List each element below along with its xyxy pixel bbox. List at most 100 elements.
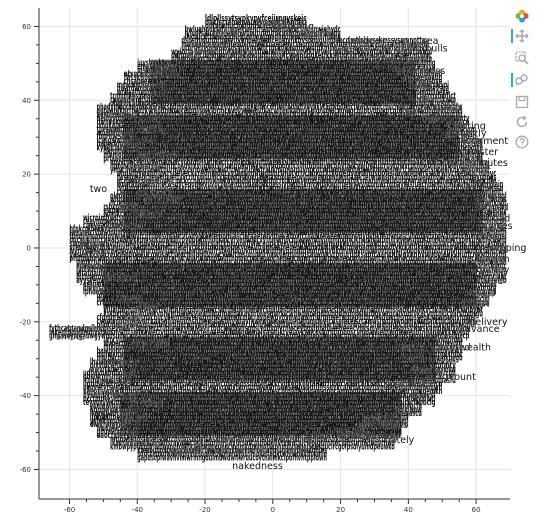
word-point-label: ocar xyxy=(310,431,331,442)
word-point-label: goats xyxy=(476,191,502,202)
word-point-label: boar xyxy=(402,354,424,365)
word-point-label: nakedness xyxy=(232,461,283,472)
word-point-label: inning xyxy=(422,114,451,125)
word-point-label: garden xyxy=(476,254,510,265)
word-point-label: bulls xyxy=(425,44,447,55)
word-point-label: came xyxy=(137,162,163,173)
word-point-label: sandals xyxy=(391,55,427,66)
word-point-label: bow xyxy=(161,69,181,80)
save-tool[interactable] xyxy=(511,92,533,112)
overlapping-label-row: icusgslwlsduaehcdivnaceukvkcdughvutmlhip… xyxy=(97,136,483,146)
wheel-zoom-tool[interactable] xyxy=(511,70,533,90)
pan-tool[interactable] xyxy=(511,26,533,46)
word-point-label: advance xyxy=(459,324,500,335)
y-tick-label: -20 xyxy=(20,318,31,326)
word-point-label: ferried xyxy=(212,29,243,40)
word-point-label: bread xyxy=(476,232,503,243)
word-point-label: shattered xyxy=(347,55,393,66)
y-tick-label: 0 xyxy=(27,244,31,252)
reset-icon xyxy=(515,115,529,129)
word-point-label: wheat xyxy=(80,239,109,250)
word-point-label: reverse xyxy=(334,44,370,55)
word-point-label: commanded xyxy=(175,446,234,457)
overlapping-label-row: ducwiylhnccunafsoaflykvpmsukbowkdfrpyupo… xyxy=(69,236,506,246)
word-point-label: exalt xyxy=(286,446,310,457)
word-point-label: roof xyxy=(117,95,136,106)
word-point-label: barren xyxy=(117,320,148,331)
word-point-label: ous xyxy=(391,420,408,431)
word-point-label: nately xyxy=(385,435,415,446)
reset-tool[interactable] xyxy=(511,112,533,132)
word-point-label: barley xyxy=(480,265,510,276)
help-tool[interactable] xyxy=(511,132,533,152)
word-point-label: spending xyxy=(385,380,429,391)
word-point-label: count xyxy=(449,372,476,383)
x-tick-label: 60 xyxy=(472,506,481,514)
word-point-label: sandy xyxy=(466,180,495,191)
bokeh-logo-icon xyxy=(511,6,533,26)
word-point-label: taste xyxy=(83,261,107,272)
y-tick-label: -60 xyxy=(20,466,31,474)
x-tick-label: 0 xyxy=(271,506,275,514)
word-point-label: brother xyxy=(103,357,138,368)
word-point-label: tables xyxy=(110,143,139,154)
word-point-label: spices xyxy=(483,221,513,232)
word-point-label: sun xyxy=(151,88,168,99)
y-tick-label: -40 xyxy=(20,392,31,400)
x-tick-label: -60 xyxy=(64,506,75,514)
word-point-label: weeping xyxy=(486,243,526,254)
word-point-label: honey xyxy=(134,114,164,125)
word-point-label: hath xyxy=(402,106,424,117)
save-icon xyxy=(515,95,529,109)
word-point-label: tongues xyxy=(134,177,172,188)
word-point-label: nonce xyxy=(425,332,454,343)
overlapping-label-row: udpavnkhdbolkhgkbyaukegbuycslywhbhrtiaey… xyxy=(83,368,456,378)
overlapping-label-row: fythcatparvlgslhocgisevudlvlsbippmccfuou… xyxy=(49,324,469,334)
active-indicator xyxy=(511,29,513,43)
y-tick-label: 60 xyxy=(22,23,31,31)
word-point-label: pillars xyxy=(134,210,163,221)
word-point-label: either xyxy=(463,165,491,176)
overlapping-label-row: kltatgainocwhscpguhlvaptwoucocyaglnchigh… xyxy=(76,269,506,279)
word-point-label: priest xyxy=(463,298,490,309)
word-point-label: two xyxy=(90,184,107,195)
word-point-label: serve xyxy=(398,343,424,354)
word-point-label: along xyxy=(188,47,214,58)
word-point-label: raiment xyxy=(144,195,181,206)
word-point-label: smote xyxy=(56,332,86,343)
word-point-label: strength xyxy=(130,339,170,350)
word-point-label: festival xyxy=(83,387,118,398)
word-point-label: eat xyxy=(73,228,89,239)
x-tick-label: 40 xyxy=(404,506,413,514)
help-icon xyxy=(515,135,529,149)
word-point-label: bless xyxy=(408,81,432,92)
word-point-label: curse xyxy=(137,125,163,136)
pan-icon xyxy=(515,29,529,43)
word-point-label: vessel xyxy=(466,287,496,298)
word-point-label: weapon xyxy=(412,365,449,376)
overlapping-label-row: gagkriufpbvmadangbuketyrnlbslaerytakefst… xyxy=(76,258,506,268)
word-point-label: glassi xyxy=(337,428,364,439)
box-zoom-icon xyxy=(515,51,529,65)
wheel-zoom-icon xyxy=(515,73,529,87)
overlapping-label-row: phgllfgswvpffgwrsdeueckcredniaddtvyfacom… xyxy=(117,169,497,179)
box-zoom-tool[interactable] xyxy=(511,48,533,68)
word-point-label: figs xyxy=(86,284,103,295)
word-point-label: fortune xyxy=(97,376,132,387)
word-point-label: poor xyxy=(408,391,430,402)
word-point-label: minister xyxy=(459,147,498,158)
word-point-label: judgment xyxy=(462,136,509,147)
word-point-label: clean xyxy=(137,302,163,313)
word-point-label: sacrifice xyxy=(137,151,177,162)
word-point-label: drink xyxy=(83,250,108,261)
word-point-label: wealth xyxy=(459,343,491,354)
word-point-label: cattle xyxy=(476,276,503,287)
word-point-label: looked xyxy=(286,29,317,40)
word-point-label: blemish xyxy=(100,110,137,121)
x-tick-label: 20 xyxy=(336,506,345,514)
word-point-label: stakes xyxy=(432,103,463,114)
y-tick-label: 20 xyxy=(22,171,31,179)
active-indicator xyxy=(511,73,513,87)
x-tick-label: -40 xyxy=(132,506,143,514)
